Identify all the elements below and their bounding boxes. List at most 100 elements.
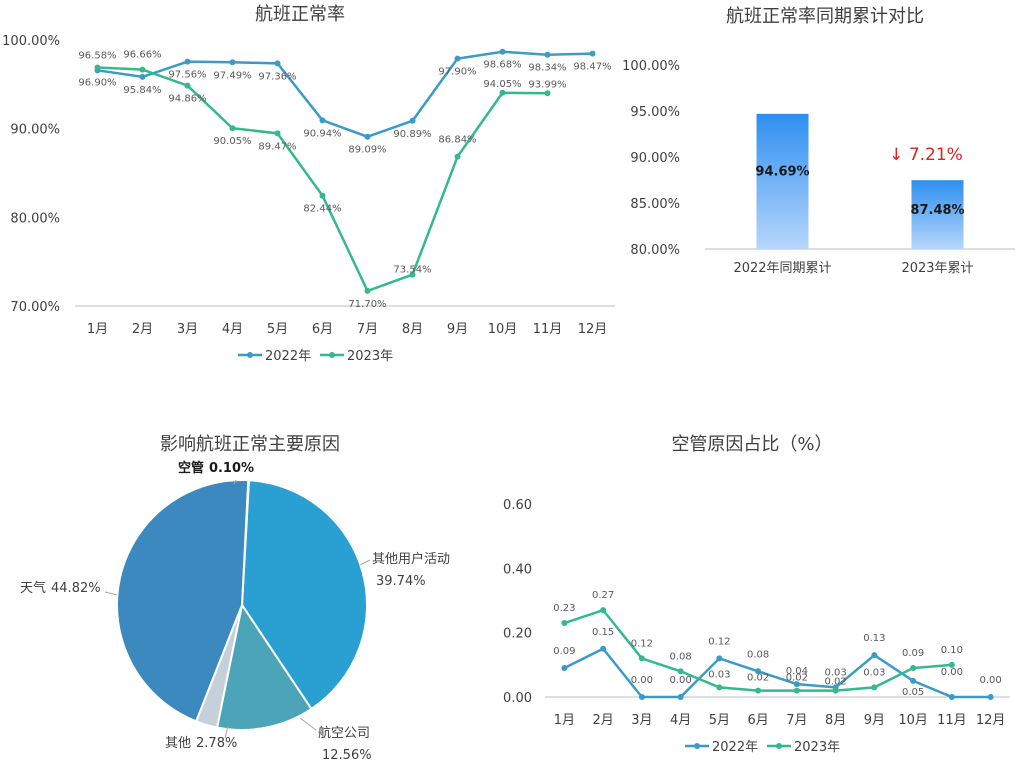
data-point: [319, 192, 326, 199]
y-tick-label: 0.00: [503, 691, 532, 706]
data-point: [910, 665, 917, 672]
slice-name: 空管: [178, 460, 204, 476]
data-label: 96.66%: [123, 50, 161, 61]
data-label: 98.47%: [573, 62, 611, 73]
data-point: [677, 668, 684, 675]
data-label: 97.36%: [258, 71, 296, 82]
data-point: [561, 665, 568, 672]
legend-marker: [329, 352, 335, 358]
x-tick-label: 12月: [578, 322, 608, 337]
slice-value: 44.82%: [51, 581, 101, 596]
data-label: 0.02: [824, 677, 846, 688]
data-point: [871, 652, 878, 659]
data-label: 0.03: [824, 667, 846, 678]
data-label: 89.09%: [348, 145, 386, 156]
data-point: [229, 125, 236, 132]
data-point: [871, 684, 878, 691]
data-point: [755, 668, 762, 675]
data-label: 0.00: [941, 667, 963, 678]
data-label: 90.89%: [393, 129, 431, 140]
data-point: [499, 48, 506, 55]
data-point: [561, 620, 568, 627]
y-tick-label: 100.00%: [622, 59, 680, 74]
y-tick-label: 0.60: [503, 498, 532, 513]
data-label: 96.90%: [78, 77, 116, 88]
x-tick-label: 9月: [864, 713, 885, 728]
x-tick-label: 7月: [786, 713, 807, 728]
y-tick-label: 95.00%: [630, 105, 680, 120]
chart-title: 航班正常率: [255, 4, 345, 25]
data-label: 0.04: [786, 666, 808, 677]
data-label: 94.86%: [168, 94, 206, 105]
data-point: [139, 66, 146, 73]
x-tick-label: 5月: [267, 322, 288, 337]
data-label: 89.47%: [258, 141, 296, 152]
x-tick-label: 2月: [132, 322, 153, 337]
x-tick-label: 2023年累计: [901, 261, 973, 276]
data-label: 98.34%: [528, 63, 566, 74]
legend-label: 2023年: [794, 740, 840, 755]
data-label: 96.58%: [78, 50, 116, 61]
data-label: 97.56%: [168, 70, 206, 81]
series-line: [97, 66, 548, 293]
y-tick-label: 90.00%: [10, 123, 60, 138]
legend-item-0: 2022年: [685, 740, 758, 755]
data-label: 82.44%: [303, 204, 341, 215]
data-label: 0.09: [902, 648, 924, 659]
x-tick-label: 1月: [554, 713, 575, 728]
x-tick-label: 8月: [825, 713, 846, 728]
data-point: [319, 117, 326, 124]
leader-line: [359, 559, 371, 566]
slice-label: 其他用户活动 39.74%: [372, 551, 450, 589]
data-point: [677, 694, 684, 700]
data-label: 0.03: [708, 669, 730, 680]
x-tick-label: 7月: [357, 322, 378, 337]
y-tick-label: 100.00%: [2, 34, 60, 49]
data-label: 0.00: [631, 675, 653, 686]
data-label: 0.03: [863, 667, 885, 678]
data-point: [948, 661, 955, 668]
data-label: 0.27: [592, 590, 614, 601]
data-label: 0.09: [553, 646, 575, 657]
data-label: 90.94%: [303, 128, 341, 139]
decline-annotation: ↓ 7.21%: [889, 145, 963, 165]
data-point: [544, 51, 551, 58]
data-point: [364, 287, 371, 294]
data-point: [409, 117, 416, 124]
data-point: [793, 687, 800, 694]
data-label: 0.05: [902, 687, 924, 698]
pie-slice: [116, 479, 250, 723]
data-label: 94.05%: [483, 79, 521, 90]
x-tick-label: 4月: [670, 713, 691, 728]
slice-value: 39.74%: [376, 574, 426, 589]
x-tick-label: 6月: [747, 713, 768, 728]
series-1: 0.230.270.120.080.03 0.02 0.02 0.020.030.09…: [553, 590, 963, 694]
data-point: [184, 58, 191, 65]
data-label: 86.84%: [438, 135, 476, 146]
bar-value-label: 94.69%: [755, 165, 809, 180]
atc-share-panel: 空管原因占比（%） 0.00 0.20 0.40 0.60 1月 2月 3月 4月 5月 6月 7月…: [490, 420, 1020, 769]
data-point: [910, 677, 917, 684]
cumulative-compare-panel: 航班正常率同期累计对比 80.00% 85.00% 90.00% 95.00% 100.…: [620, 0, 1020, 300]
data-point: [229, 59, 236, 66]
y-tick-label: 0.20: [503, 627, 532, 642]
chart-title: 影响航班正常主要原因: [160, 434, 340, 455]
data-label: 0.12: [631, 638, 653, 649]
data-label: 0.02: [747, 673, 769, 684]
data-point: [638, 694, 645, 700]
x-tick-label: 10月: [898, 713, 928, 728]
leader-line: [104, 591, 118, 596]
x-tick-label: 3月: [631, 713, 652, 728]
data-label: 0.00: [669, 675, 691, 686]
slice-value: 12.56%: [322, 748, 372, 763]
slice-label: 航空公司 12.56%: [318, 725, 372, 763]
leader-line: [233, 479, 237, 485]
slice-value: 2.78%: [196, 736, 237, 751]
data-point: [832, 687, 839, 694]
slice-label: 空管 0.10%: [178, 460, 254, 476]
y-tick-label: 80.00%: [10, 211, 60, 226]
slice-name: 天气: [20, 580, 46, 596]
data-label: 0.02: [786, 673, 808, 684]
data-point: [184, 82, 191, 89]
x-tick-label: 11月: [533, 322, 563, 337]
